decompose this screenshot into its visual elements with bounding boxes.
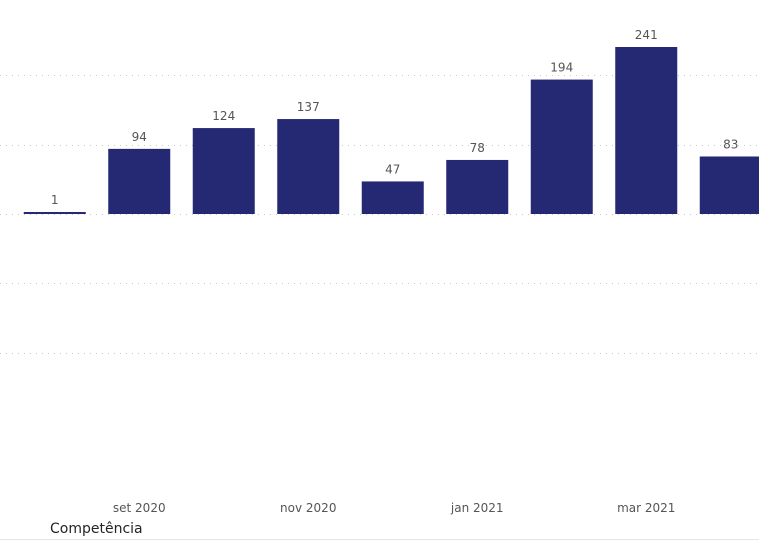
data-label: 124 — [212, 109, 235, 123]
bar-out-2020[interactable] — [192, 128, 255, 214]
bar-ago-2020[interactable] — [23, 212, 86, 214]
bottom-rule — [0, 539, 759, 540]
bar-jan-2021[interactable] — [446, 159, 509, 214]
bar-nov-2020[interactable] — [277, 119, 340, 214]
bar-mar-2021[interactable] — [615, 47, 678, 214]
data-label: 194 — [550, 61, 573, 75]
data-label: 241 — [635, 28, 658, 42]
x-tick-labels: set 2020 nov 2020 jan 2021 mar 2021 — [113, 501, 676, 515]
bar-set-2020[interactable] — [108, 148, 171, 214]
x-tick-label: mar 2021 — [617, 501, 675, 515]
bar-fev-2021[interactable] — [530, 79, 593, 214]
data-label: 78 — [470, 141, 485, 155]
data-label: 137 — [297, 100, 320, 114]
x-tick-label: jan 2021 — [450, 501, 504, 515]
bars — [23, 47, 759, 214]
x-axis-title: Competência — [50, 521, 143, 537]
data-label: 83 — [723, 137, 738, 151]
bar-dez-2020[interactable] — [361, 181, 424, 214]
x-tick-label: set 2020 — [113, 501, 166, 515]
bar-abr-2021[interactable] — [699, 156, 759, 214]
data-label: 94 — [132, 130, 147, 144]
data-label: 1 — [51, 193, 59, 207]
gridlines — [0, 75, 759, 354]
x-tick-label: nov 2020 — [280, 501, 336, 515]
data-label: 47 — [385, 162, 400, 176]
